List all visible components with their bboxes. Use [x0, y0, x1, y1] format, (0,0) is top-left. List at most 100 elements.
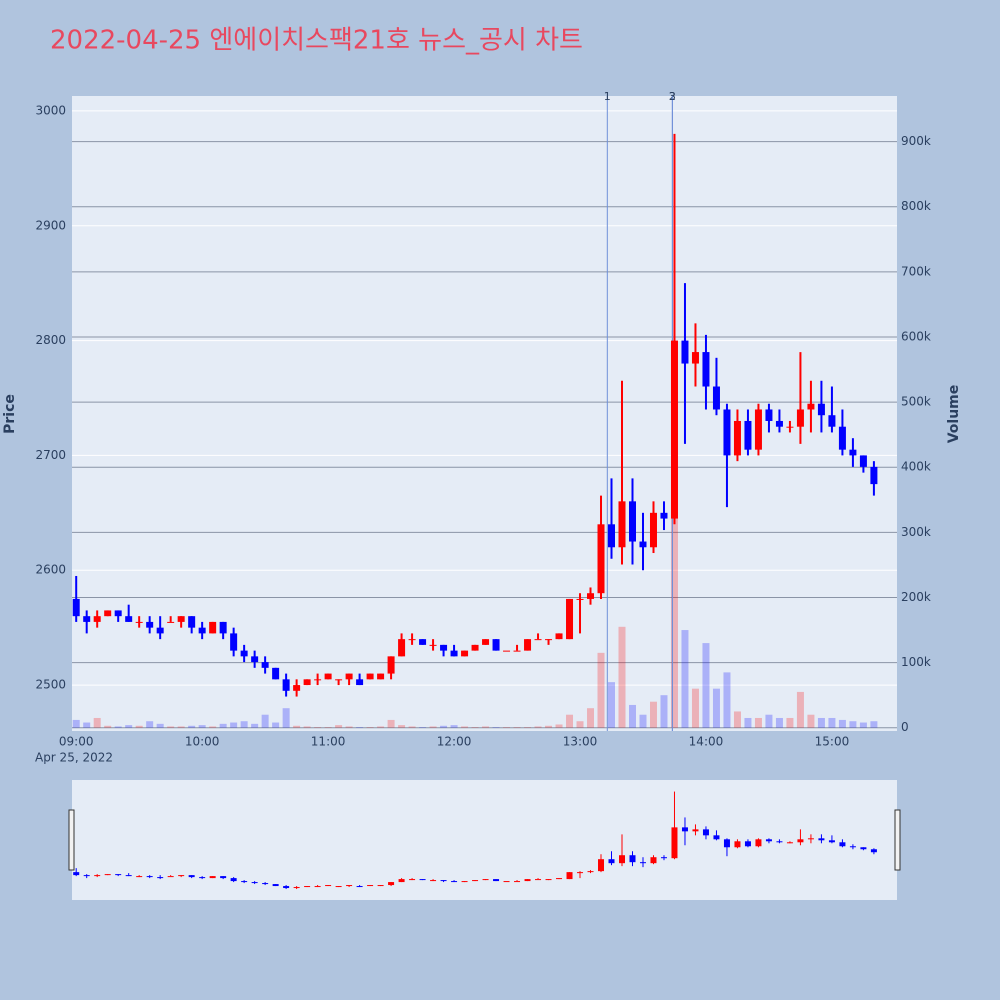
candle-body — [807, 838, 814, 840]
candle-body — [282, 679, 290, 691]
volume-bar — [377, 726, 385, 728]
volume-bar — [356, 727, 364, 728]
candle-body — [691, 352, 699, 364]
candle-body — [775, 420, 783, 427]
y2-tick-label: 0 — [901, 720, 909, 734]
volume-bar — [429, 726, 437, 728]
volume-bar — [408, 726, 416, 728]
volume-bar — [114, 726, 122, 728]
candle-body — [125, 875, 132, 877]
candle-body — [702, 829, 709, 836]
candle-body — [870, 849, 877, 853]
candle-body — [261, 662, 269, 668]
candle-body — [744, 841, 751, 847]
candle-body — [472, 880, 479, 882]
candle-body — [503, 650, 511, 652]
volume-bar — [555, 724, 563, 728]
candle-body — [398, 639, 406, 657]
candle-body — [545, 879, 552, 881]
candle-body — [660, 857, 667, 859]
candle-body — [387, 656, 395, 674]
candle-body — [199, 877, 206, 879]
candle-body — [513, 650, 521, 652]
candle-body — [849, 449, 857, 456]
y-axis-title: Price — [2, 394, 18, 434]
candle-body — [828, 840, 835, 843]
candle-body — [786, 426, 794, 428]
candle-body — [461, 650, 469, 657]
volume-bar — [608, 682, 616, 728]
volume-bar — [461, 726, 469, 728]
candle-body — [660, 512, 668, 519]
volume-bar — [419, 727, 427, 728]
candle-body — [177, 616, 185, 622]
candle-body — [293, 887, 300, 889]
candle-body — [692, 829, 699, 832]
candle-body — [534, 639, 542, 641]
volume-bar — [471, 727, 479, 728]
candle-body — [188, 616, 196, 628]
volume-bar — [660, 695, 668, 728]
candle-body — [765, 409, 773, 421]
candle-body — [639, 541, 647, 548]
candle-body — [156, 627, 164, 634]
volume-bar — [524, 727, 532, 728]
range-handle[interactable] — [894, 809, 901, 871]
candle-body — [797, 839, 804, 843]
candle-body — [555, 633, 563, 640]
volume-bar — [492, 727, 500, 728]
volume-bar — [618, 626, 626, 728]
candle-body — [356, 886, 363, 888]
candle-body — [356, 679, 364, 686]
candle-body — [230, 878, 237, 882]
candle-body — [398, 879, 405, 883]
candle-body — [482, 639, 490, 645]
candle-body — [220, 876, 227, 879]
candle-body — [649, 512, 657, 548]
candle-body — [734, 841, 741, 848]
volume-bar — [167, 726, 175, 728]
candle-body — [408, 639, 416, 641]
volume-bar — [345, 726, 353, 728]
volume-bar — [272, 722, 280, 728]
candle-body — [796, 409, 804, 427]
volume-bar — [786, 717, 794, 728]
y2-axis-title: Volume — [946, 385, 962, 444]
candle-body — [125, 616, 133, 622]
candle-body — [93, 616, 101, 622]
volume-bar — [807, 714, 815, 728]
candle-body — [817, 403, 825, 416]
candle-body — [587, 593, 595, 599]
candle-body — [335, 679, 343, 681]
x-tick-label: 14:00 — [689, 735, 724, 749]
range-handle[interactable] — [68, 809, 75, 871]
volume-bar — [775, 717, 783, 728]
range-slider[interactable] — [72, 780, 897, 900]
candle-body — [440, 644, 448, 651]
volume-bar — [314, 727, 322, 728]
y-tick-label: 3000 — [35, 103, 66, 117]
candle-body — [209, 876, 216, 879]
y2-tick-label: 100k — [901, 655, 931, 669]
candle-body — [72, 598, 80, 617]
volume-bar — [366, 727, 374, 728]
candle-body — [388, 882, 395, 886]
volume-bar — [587, 708, 595, 728]
chart-title: 2022-04-25 엔에이치스팩21호 뉴스_공시 차트 — [50, 26, 583, 56]
candle-body — [828, 415, 836, 427]
candle-body — [670, 340, 678, 519]
y-tick-label: 2600 — [35, 563, 66, 577]
candle-body — [146, 621, 154, 628]
volume-bar — [838, 719, 846, 728]
candle-body — [514, 881, 521, 883]
candle-body — [713, 835, 720, 840]
candle-body — [608, 524, 616, 548]
annotation-label: 1 — [604, 90, 611, 103]
candle-body — [219, 621, 227, 634]
candle-body — [576, 598, 584, 600]
volume-bar — [765, 714, 773, 728]
candle-body — [272, 884, 279, 887]
volume-bar — [859, 722, 867, 728]
candle-body — [283, 886, 290, 889]
candle-body — [115, 874, 122, 876]
